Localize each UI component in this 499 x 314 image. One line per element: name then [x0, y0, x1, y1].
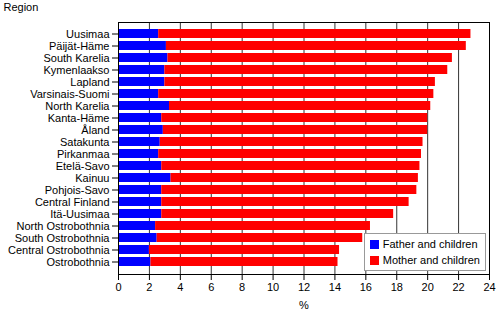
svg-text:North Ostrobothnia: North Ostrobothnia [17, 220, 111, 232]
svg-text:16: 16 [360, 281, 372, 293]
svg-text:Uusimaa: Uusimaa [66, 28, 110, 40]
svg-text:Itä-Uusimaa: Itä-Uusimaa [50, 208, 110, 220]
svg-text:%: % [299, 299, 309, 311]
svg-text:Central Finland: Central Finland [35, 196, 110, 208]
svg-text:Pohjois-Savo: Pohjois-Savo [45, 184, 110, 196]
html-text:Father and children: Father and children [382, 238, 478, 250]
svg-text:Varsinais-Suomi: Varsinais-Suomi [30, 88, 109, 100]
svg-text:8: 8 [239, 281, 245, 293]
svg-text:4: 4 [177, 281, 183, 293]
svg-text:10: 10 [267, 281, 279, 293]
svg-text:Lapland: Lapland [70, 76, 109, 88]
svg-text:12: 12 [298, 281, 310, 293]
svg-text:Päijät-Häme: Päijät-Häme [49, 40, 110, 52]
svg-text:South Karelia: South Karelia [43, 52, 110, 64]
svg-text:Region: Region [4, 1, 39, 13]
html-text:Mother and children: Mother and children [382, 254, 480, 266]
svg-text:22: 22 [452, 281, 464, 293]
svg-text:North Karelia: North Karelia [45, 100, 110, 112]
svg-text:Åland: Åland [81, 124, 109, 136]
svg-text:24: 24 [483, 281, 495, 293]
svg-text:0: 0 [115, 281, 121, 293]
svg-text:Kymenlaakso: Kymenlaakso [43, 64, 109, 76]
svg-text:Kanta-Häme: Kanta-Häme [48, 112, 110, 124]
svg-text:2: 2 [146, 281, 152, 293]
svg-text:Kainuu: Kainuu [75, 172, 109, 184]
svg-text:Ostrobothnia: Ostrobothnia [47, 256, 111, 268]
svg-text:Etelä-Savo: Etelä-Savo [56, 160, 110, 172]
svg-text:Pirkanmaa: Pirkanmaa [57, 148, 110, 160]
svg-text:6: 6 [208, 281, 214, 293]
svg-text:20: 20 [422, 281, 434, 293]
svg-text:South Ostrobothnia: South Ostrobothnia [15, 232, 111, 244]
svg-text:Central Ostrobothnia: Central Ostrobothnia [8, 244, 110, 256]
svg-text:14: 14 [329, 281, 341, 293]
svg-text:18: 18 [391, 281, 403, 293]
svg-text:Satakunta: Satakunta [60, 136, 110, 148]
